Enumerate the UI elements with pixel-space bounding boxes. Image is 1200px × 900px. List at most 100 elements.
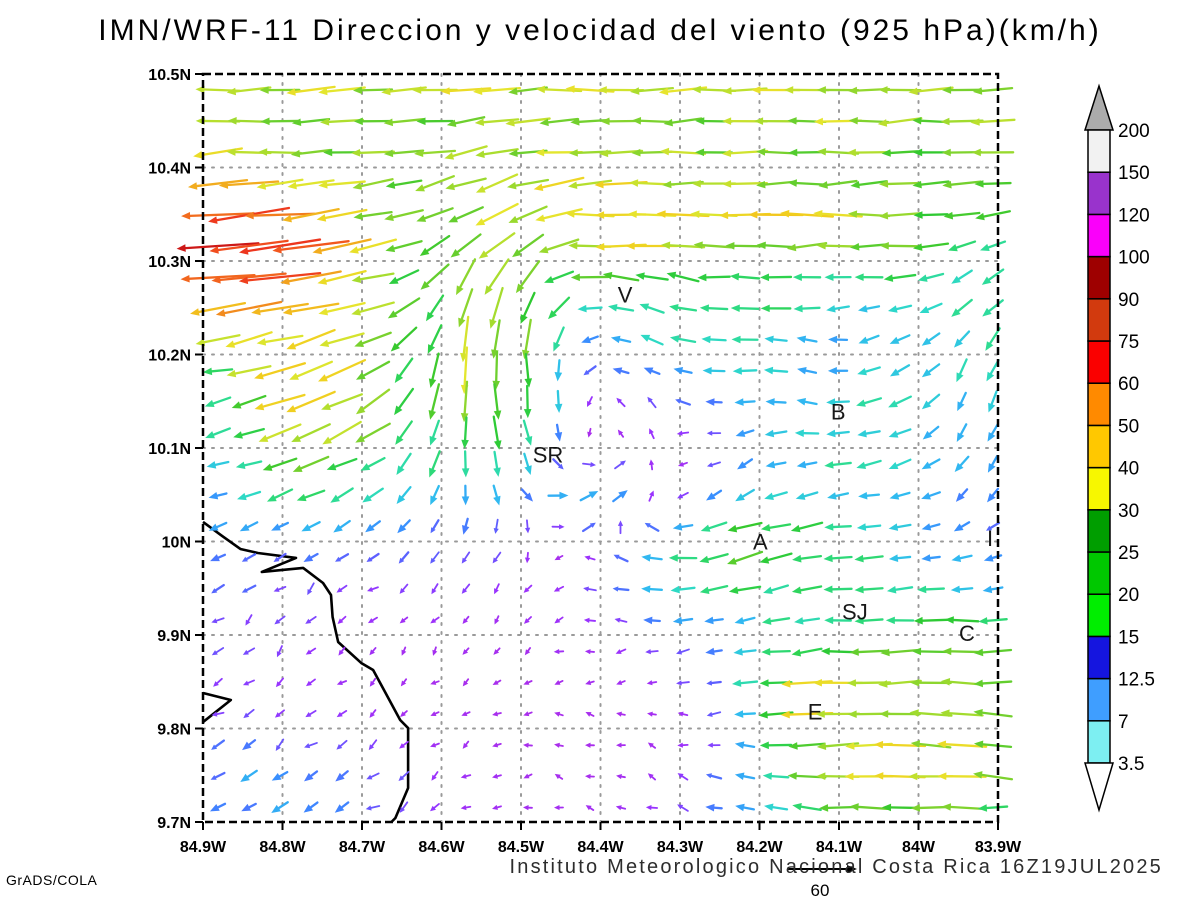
coastline-spike (202, 691, 233, 724)
wind-arrow (616, 711, 626, 717)
wind-arrow (673, 367, 693, 375)
wind-arrow (676, 648, 690, 655)
wind-arrow (705, 803, 723, 812)
wind-arrow (587, 427, 593, 438)
wind-arrow (577, 304, 603, 313)
wind-arrow (493, 450, 501, 477)
wind-arrow (675, 398, 691, 406)
wind-arrow (475, 148, 519, 158)
city-markers: V B SR A SJ C E I (533, 283, 993, 725)
wind-arrow (273, 585, 287, 592)
wind-arrow (909, 709, 953, 717)
wind-arrow (973, 708, 1013, 718)
wind-arrow (705, 647, 723, 656)
wind-arrow (317, 269, 367, 285)
wind-arrow (910, 804, 952, 812)
wind-arrow (307, 582, 315, 596)
wind-arrow (706, 489, 723, 501)
wind-arrow (554, 423, 563, 442)
wind-arrow (850, 243, 889, 251)
wind-arrow (888, 523, 912, 531)
wind-arrow (706, 430, 722, 436)
wind-arrow (819, 804, 858, 812)
colorbar-label: 25 (1118, 543, 1139, 564)
reference-arrow-label: 60 (811, 881, 830, 900)
wind-arrow (730, 304, 760, 313)
wind-arrow (765, 460, 787, 469)
wind-arrow (787, 179, 827, 187)
wind-arrow (672, 616, 694, 625)
wind-arrow (176, 242, 260, 252)
wind-arrow (955, 488, 969, 502)
wind-arrow (645, 649, 659, 655)
wind-arrow (231, 394, 267, 409)
wind-arrow (986, 521, 1001, 531)
wind-arrow (761, 617, 791, 625)
wind-arrow (977, 804, 1009, 812)
wind-arrow (583, 586, 597, 592)
city-marker-label: SR (533, 443, 564, 468)
wind-arrow (321, 393, 364, 411)
wind-arrow (475, 173, 519, 193)
city-marker-label: A (753, 530, 768, 555)
wind-arrow (982, 299, 1004, 317)
wind-arrow (795, 491, 819, 500)
wind-arrow (365, 520, 381, 533)
wind-arrow (398, 551, 410, 564)
wind-arrow (950, 585, 974, 594)
colorbar-label: 200 (1118, 121, 1150, 142)
wind-arrow (760, 304, 792, 313)
colorbar-label: 15 (1118, 627, 1139, 648)
wind-arrow (462, 647, 470, 655)
wind-arrow (586, 396, 593, 407)
wind-arrow (972, 87, 1014, 95)
wind-arrow (764, 491, 788, 500)
wind-arrow (271, 801, 289, 813)
wind-arrow (206, 460, 230, 469)
wind-arrow (759, 552, 793, 564)
colorbar-label: 90 (1118, 290, 1139, 311)
y-tick-label: 10.4N (148, 161, 191, 178)
wind-arrow (553, 326, 565, 352)
wind-arrow (473, 86, 522, 95)
wind-arrow (492, 350, 501, 390)
wind-arrow (427, 324, 443, 354)
wind-arrow (275, 738, 285, 751)
wind-arrow (794, 429, 820, 437)
wind-arrow (700, 521, 728, 532)
city-marker-label: C (959, 621, 975, 646)
wind-arrow (523, 773, 533, 779)
wind-arrow (235, 460, 263, 469)
x-tick-label: 84.6W (418, 839, 465, 856)
wind-arrow (355, 388, 391, 415)
reference-arrow-head (847, 865, 857, 873)
wind-arrow (266, 488, 294, 502)
wind-arrow (881, 149, 919, 157)
wind-arrow (792, 273, 822, 281)
wind-arrow (274, 709, 285, 718)
colorbar-label: 30 (1118, 501, 1139, 522)
wind-arrow (508, 205, 548, 223)
wind-arrow (213, 677, 223, 687)
wind-arrow (824, 273, 852, 282)
wind-arrow (318, 301, 366, 316)
wind-arrow (584, 555, 596, 561)
wind-arrow (850, 180, 888, 189)
grads-credit: GrADS/COLA (6, 872, 98, 888)
wind-arrow (953, 521, 971, 532)
wind-arrow (676, 680, 690, 686)
wind-arrow (584, 649, 595, 655)
wind-arrow (823, 554, 853, 563)
wind-arrow (707, 742, 721, 748)
wind-arrow (366, 552, 380, 562)
wind-arrow (535, 208, 583, 222)
wind-arrow (617, 520, 624, 535)
wind-arrow (663, 117, 703, 127)
wind-arrow (233, 427, 265, 439)
wind-arrow (326, 457, 358, 471)
wind-arrow (762, 772, 790, 780)
wind-arrow (336, 739, 348, 750)
wind-arrow (970, 118, 1016, 126)
wind-arrow (242, 647, 256, 655)
wind-arrow (181, 212, 256, 220)
